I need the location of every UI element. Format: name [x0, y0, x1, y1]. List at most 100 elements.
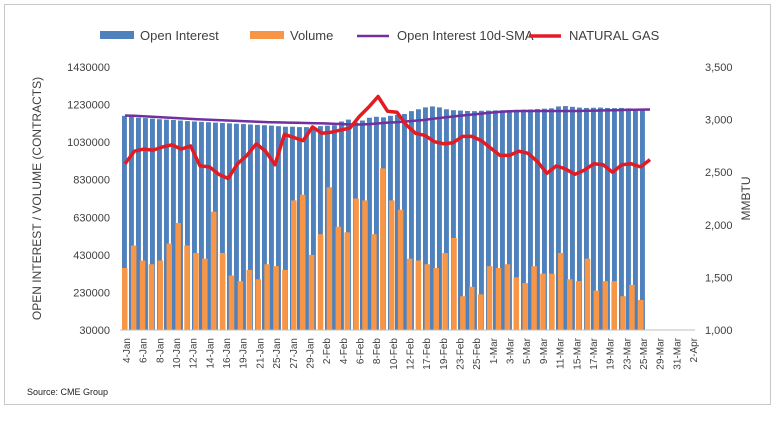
open-interest-bar: [472, 111, 477, 331]
volume-bar: [593, 290, 600, 330]
x-tick-label: 1-Mar: [489, 337, 500, 364]
volume-bar: [477, 294, 484, 330]
open-interest-bar: [598, 107, 603, 330]
right-tick-label: 3,000: [705, 115, 733, 127]
volume-bar: [406, 258, 413, 330]
open-interest-bar: [304, 127, 309, 330]
volume-bar: [495, 268, 502, 330]
open-interest-bar: [500, 110, 505, 331]
open-interest-bar: [619, 107, 624, 330]
volume-bar: [504, 264, 511, 330]
volume-bar: [335, 226, 342, 330]
x-tick-label: 9-Mar: [539, 337, 550, 364]
x-tick-label: 17-Mar: [589, 337, 600, 369]
left-tick-label: 1430000: [67, 62, 110, 74]
right-axis-ticks: 1,000 1,500 2,000 2,500 3,000 3,500: [705, 62, 733, 337]
open-interest-bar: [514, 109, 519, 330]
x-tick-label: 16-Jan: [222, 338, 233, 369]
open-interest-bar: [122, 115, 127, 330]
open-interest-bar: [640, 110, 645, 331]
open-interest-bar: [430, 106, 435, 330]
x-tick-label: 23-Feb: [456, 338, 467, 370]
open-interest-bar: [493, 110, 498, 331]
x-tick-label: 10-Feb: [389, 338, 400, 370]
volume-bar: [620, 296, 626, 330]
x-tick-label: 19-Mar: [606, 337, 617, 369]
volume-bar: [273, 266, 279, 330]
open-interest-bar: [570, 106, 575, 330]
open-interest-bar: [423, 107, 428, 330]
x-tick-label: 8-Feb: [372, 338, 383, 365]
open-interest-bar: [374, 116, 379, 330]
open-interest-bar: [339, 121, 344, 330]
volume-bar: [308, 254, 315, 330]
x-tick-label: 6-Jan: [139, 338, 150, 363]
sma-line: [124, 108, 651, 126]
open-interest-bar: [171, 119, 176, 330]
volume-bar: [219, 252, 226, 330]
open-interest-bar: [269, 125, 274, 330]
open-interest-bar: [633, 109, 638, 331]
volume-bars: [122, 168, 644, 330]
volume-bar: [611, 281, 617, 330]
chart-svg: Open Interest Volume Open Interest 10d-SMA…: [27, 28, 753, 397]
volume-bar: [299, 194, 306, 330]
open-interest-bar: [486, 110, 491, 330]
right-tick-label: 3,500: [705, 62, 733, 74]
open-interest-bar: [591, 107, 596, 331]
x-tick-label: 25-Feb: [472, 338, 483, 370]
x-axis-ticks: 4-Jan 6-Jan 8-Jan 10-Jan 12-Jan 14-Jan 16-Jan 1…: [122, 337, 700, 369]
open-interest-bar: [612, 108, 617, 330]
open-interest-bar: [276, 126, 281, 330]
volume-bar: [513, 277, 520, 330]
legend: Open Interest Volume Open Interest 10d-SMA…: [100, 28, 660, 43]
x-tick-label: 6-Feb: [356, 338, 367, 365]
open-interest-bar: [220, 122, 225, 330]
open-interest-bar: [185, 121, 190, 330]
open-interest-bar: [318, 126, 323, 330]
open-interest-bar: [234, 123, 239, 330]
open-interest-bar: [437, 107, 442, 330]
volume-bar: [122, 268, 128, 330]
open-interest-bar: [248, 124, 253, 330]
x-tick-label: 21-Jan: [255, 338, 266, 369]
open-interest-bar: [206, 122, 211, 330]
open-interest-bar: [283, 126, 288, 331]
volume-bar: [344, 232, 350, 330]
open-interest-bar: [521, 109, 526, 330]
volume-bar: [415, 260, 422, 330]
right-tick-label: 2,500: [705, 167, 733, 179]
volume-bar: [566, 279, 573, 330]
open-interest-bar: [227, 123, 232, 330]
open-interest-bar: [563, 106, 568, 330]
open-interest-bar: [129, 116, 134, 330]
open-interest-bar: [535, 109, 540, 330]
volume-bar: [549, 273, 555, 330]
volume-bar: [184, 245, 190, 330]
x-tick-label: 14-Jan: [205, 338, 216, 369]
volume-bar: [237, 281, 244, 330]
open-interest-bar: [346, 119, 351, 330]
volume-bar: [388, 200, 395, 330]
legend-label-1: Volume: [290, 28, 333, 43]
volume-bar: [326, 187, 333, 330]
x-tick-label: 11-Mar: [556, 337, 567, 369]
volume-bar: [433, 268, 439, 330]
open-interest-bar: [402, 113, 407, 331]
open-interest-bar: [332, 125, 337, 331]
x-tick-label: 4-Jan: [122, 338, 133, 363]
left-tick-label: 230000: [73, 287, 110, 299]
legend-swatch-0: [100, 31, 134, 39]
x-tick-label: 25-Jan: [272, 338, 283, 369]
x-tick-label: 23-Mar: [622, 337, 633, 369]
open-interest-bar: [507, 110, 512, 331]
right-axis-title: MMBTU: [739, 177, 753, 221]
x-tick-label: 19-Feb: [439, 338, 450, 370]
volume-bar: [362, 200, 368, 330]
open-interest-bar: [255, 124, 260, 330]
left-axis-ticks: 30000 230000 430000 630000 830000 1030000 1230…: [67, 62, 110, 337]
volume-bar: [317, 234, 324, 330]
x-tick-label: 12-Jan: [189, 338, 200, 369]
volume-bar: [451, 237, 457, 330]
x-tick-label: 25-Mar: [639, 337, 650, 369]
